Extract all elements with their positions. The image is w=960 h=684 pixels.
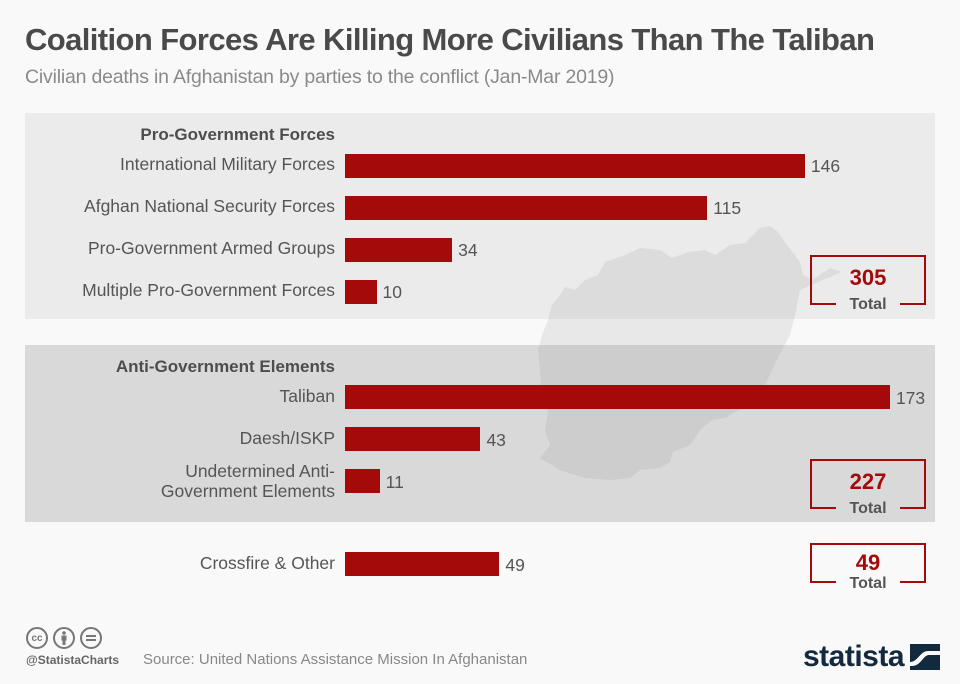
source-text: Source: United Nations Assistance Missio… (143, 651, 528, 668)
group-title-pro-government: Pro-Government Forces (140, 125, 335, 144)
bar-value: 11 (385, 472, 404, 492)
bar-daesh-iskp (345, 427, 481, 451)
bar-value: 10 (382, 282, 402, 302)
bar-label: Crossfire & Other (199, 553, 335, 573)
bar-label-undetermined: Undetermined Anti- Government Elements (161, 461, 335, 501)
bar-value: 146 (810, 156, 841, 176)
bar-label: Multiple Pro-Government Forces (82, 280, 335, 300)
bar-value: 115 (713, 198, 742, 218)
bar-multiple-pro-government-forces (345, 280, 377, 304)
bar-value: 49 (505, 555, 525, 575)
total-caption: Total (812, 575, 924, 593)
bar-afghan-national-security-forces (345, 196, 708, 220)
bar-label: International Military Forces (120, 154, 335, 174)
cc-icon-text: cc (31, 632, 43, 644)
license-icons: cc (26, 627, 102, 649)
nd-icon (80, 627, 102, 649)
bar-value: 173 (895, 388, 926, 408)
total-caption-text: Total (849, 500, 887, 517)
bar-label-line: Undetermined Anti- (185, 461, 335, 481)
bar-undetermined-anti-government (345, 469, 380, 493)
bar-label: Taliban (279, 386, 335, 406)
total-value: 49 (855, 550, 881, 575)
bar-taliban (345, 385, 890, 409)
total-value: 305 (849, 265, 887, 290)
cc-icon: cc (26, 627, 48, 649)
chart-subtitle: Civilian deaths in Afghanistan by partie… (25, 66, 615, 88)
total-caption-text: Total (849, 296, 887, 313)
statista-charts-handle[interactable]: @StatistaCharts (26, 653, 120, 667)
bar-label-line: Government Elements (160, 481, 335, 501)
bar-label: Pro-Government Armed Groups (87, 238, 335, 258)
by-icon (53, 627, 75, 649)
group-title-anti-government: Anti-Government Elements (115, 357, 335, 376)
bar-value: 34 (458, 240, 478, 260)
bar-international-military-forces (345, 154, 805, 178)
statista-logo[interactable]: statista (803, 640, 941, 674)
bar-label: Daesh/ISKP (239, 428, 335, 448)
statista-logo-text: statista (803, 640, 905, 673)
statista-logo-icon (910, 644, 941, 670)
total-box-crossfire: 49 Total (810, 543, 926, 592)
total-caption-text: Total (849, 575, 887, 592)
chart-title: Coalition Forces Are Killing More Civili… (25, 22, 875, 57)
bar-label: Afghan National Security Forces (84, 196, 335, 216)
total-caption: Total (812, 296, 924, 314)
bar-crossfire-other (345, 552, 500, 576)
total-box-pro-government: 305 Total (810, 255, 926, 313)
total-value: 227 (849, 469, 887, 494)
bar-value: 43 (486, 430, 506, 450)
total-caption: Total (812, 500, 924, 518)
total-box-anti-government: 227 Total (810, 459, 926, 517)
bar-pro-government-armed-groups (345, 238, 453, 262)
